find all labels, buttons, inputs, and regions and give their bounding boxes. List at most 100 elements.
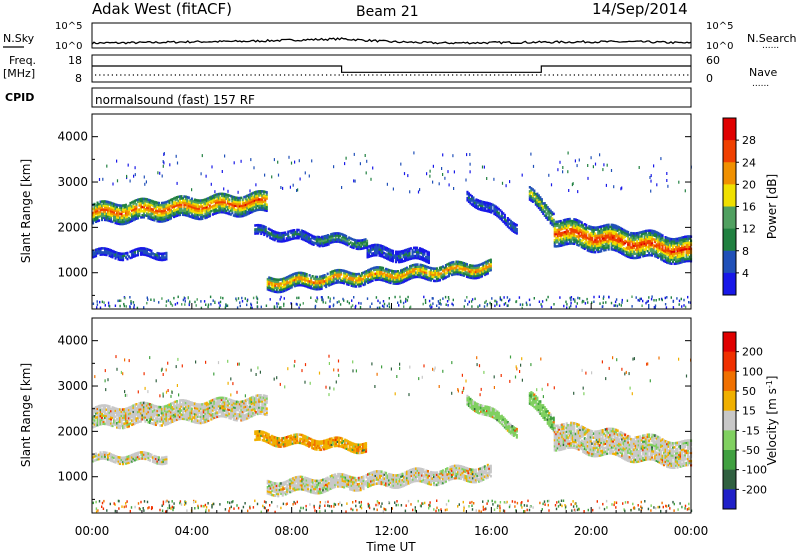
scatter-cell	[654, 234, 657, 238]
scatter-cell	[384, 256, 387, 260]
scatter-cell	[299, 271, 302, 275]
scatter-cell	[500, 218, 503, 222]
scatter-cell	[207, 211, 210, 214]
scatter-cell	[352, 282, 355, 286]
scatter-cell	[404, 257, 407, 260]
scatter-cell	[136, 416, 139, 420]
scatter-cell	[456, 270, 459, 274]
scatter-cell	[96, 209, 99, 213]
scatter-cell	[127, 414, 130, 418]
scatter-cell	[660, 258, 663, 261]
scatter-cell	[189, 199, 192, 202]
scatter-cell	[177, 201, 180, 205]
scatter-cell	[123, 208, 126, 211]
scatter-cell	[156, 254, 159, 257]
scatter-cell	[231, 197, 234, 200]
scatter-cell	[312, 237, 315, 240]
scatter-cell	[132, 422, 135, 426]
scatter-cell	[252, 210, 255, 213]
noise-cell	[495, 299, 497, 303]
scatter-cell	[305, 231, 308, 234]
scatter-cell	[386, 268, 389, 271]
noise-cell	[329, 297, 331, 300]
scatter-cell	[667, 261, 670, 265]
scatter-cell	[612, 223, 615, 227]
y-tick-label: 1000	[57, 266, 88, 280]
scatter-cell	[567, 226, 570, 229]
scatter-cell	[332, 278, 335, 281]
scatter-cell	[553, 232, 556, 236]
scatter-cell	[148, 419, 151, 422]
scatter-cell	[129, 201, 132, 205]
scatter-cell	[377, 266, 380, 269]
scatter-cell	[592, 242, 595, 246]
scatter-cell	[101, 420, 104, 424]
scatter-cell	[114, 221, 117, 225]
scatter-cell	[154, 209, 157, 212]
noise-cell	[402, 301, 405, 305]
scatter-cell	[423, 251, 426, 254]
scatter-cell	[670, 262, 673, 265]
scatter-cell	[165, 213, 168, 216]
scatter-cell	[142, 413, 145, 417]
scatter-cell	[484, 209, 487, 212]
scatter-cell	[533, 193, 536, 197]
noise-cell	[496, 300, 498, 304]
scatter-cell	[405, 258, 408, 262]
scatter-cell	[399, 260, 402, 264]
scatter-cell	[476, 274, 479, 278]
noise-cell	[256, 297, 259, 301]
scatter-cell	[426, 260, 429, 264]
speckle-cell	[370, 177, 372, 181]
scatter-cell	[293, 231, 296, 234]
scatter-cell	[232, 214, 235, 217]
scatter-cell	[110, 424, 113, 427]
scatter-cell	[585, 246, 588, 249]
scatter-cell	[469, 193, 472, 197]
scatter-cell	[119, 424, 122, 428]
noise-cell	[474, 297, 476, 301]
colorbar-segment	[723, 228, 736, 252]
scatter-cell	[669, 251, 672, 255]
scatter-cell	[231, 209, 234, 213]
scatter-cell	[568, 228, 571, 231]
scatter-cell	[676, 255, 679, 259]
noise-cell	[498, 304, 501, 307]
scatter-cell	[389, 279, 392, 283]
scatter-cell	[144, 208, 147, 211]
scatter-cell	[556, 244, 559, 248]
scatter-cell	[120, 420, 123, 424]
scatter-cell	[247, 208, 250, 211]
scatter-cell	[133, 411, 136, 415]
noise-cell	[399, 295, 401, 299]
scatter-cell	[573, 238, 576, 242]
scatter-cell	[132, 253, 135, 256]
scatter-cell	[338, 281, 341, 284]
scatter-cell	[261, 190, 264, 193]
scatter-cell	[111, 406, 114, 409]
scatter-cell	[353, 281, 356, 284]
noise-cell	[339, 303, 342, 306]
scatter-cell	[201, 207, 204, 210]
scatter-cell	[452, 265, 455, 268]
scatter-cell	[255, 228, 258, 231]
scatter-cell	[528, 192, 531, 195]
speckle-cell	[432, 180, 434, 184]
scatter-cell	[367, 271, 370, 274]
scatter-cell	[244, 203, 247, 207]
scatter-cell	[93, 219, 96, 222]
scatter-cell	[165, 204, 168, 208]
scatter-cell	[99, 404, 102, 408]
scatter-cell	[405, 256, 408, 260]
scatter-cell	[213, 206, 216, 209]
scatter-cell	[681, 244, 684, 248]
scatter-cell	[160, 258, 163, 262]
scatter-cell	[257, 226, 260, 229]
scatter-cell	[241, 204, 244, 208]
speckle-cell	[237, 190, 239, 194]
scatter-cell	[318, 240, 321, 243]
scatter-cell	[385, 278, 388, 281]
scatter-cell	[615, 228, 618, 232]
scatter-cell	[619, 239, 622, 242]
scatter-cell	[667, 243, 670, 246]
